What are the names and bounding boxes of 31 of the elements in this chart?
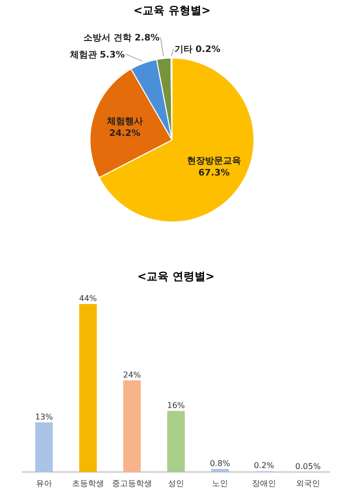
x-tick-label: 초등학생 [72,479,104,488]
bar [167,410,185,472]
data-label: 5.3% [100,50,125,60]
x-tick-label: 장애인 [252,479,276,488]
slice-label: 체험관 [68,50,97,60]
data-label: 13% [35,412,54,422]
data-label: 0.2% [254,461,275,470]
bar [123,380,141,472]
x-tick-label: 유아 [36,479,52,488]
bar [35,422,53,472]
data-label: 16% [167,400,186,410]
bar [211,468,229,472]
x-tick-label: 노인 [212,479,228,488]
data-label: 24.2% [109,129,140,140]
slice-label: 체험행사 [106,117,143,128]
x-tick-label: 외국인 [296,479,320,488]
data-label: 67.3% [198,168,230,179]
slice-label: 기타 [174,45,192,55]
x-tick-label: 성인 [168,479,184,488]
data-label: 0.8% [210,458,231,468]
slice-label: 소방서 견학 [83,33,132,44]
data-label: 44% [79,294,98,303]
chart-title: <교육 유형별> [133,4,211,17]
slice-label: 현장방문교육 [187,156,241,167]
data-label: 0.05% [295,462,322,471]
x-tick-label: 중고등학생 [112,479,152,488]
data-label: 24% [123,370,142,380]
chart-title: <교육 연령별> [137,270,215,283]
data-label: 2.8% [134,33,160,44]
data-label: 0.2% [195,45,220,55]
bar [79,304,97,472]
